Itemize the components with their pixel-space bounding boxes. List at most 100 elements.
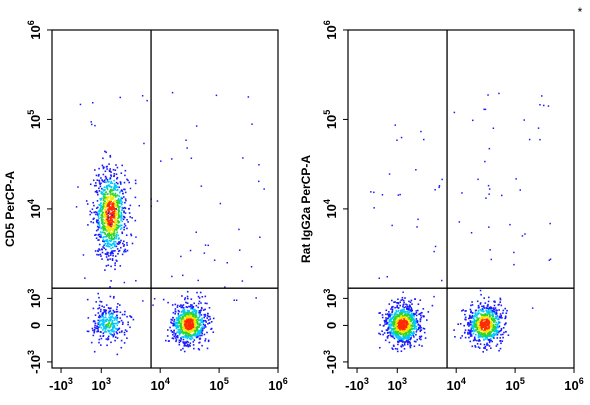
event-point xyxy=(114,216,117,219)
event-point xyxy=(215,94,218,97)
event-point xyxy=(182,327,185,329)
event-point xyxy=(433,250,435,253)
event-point xyxy=(102,237,104,239)
event-point xyxy=(404,322,406,324)
event-point xyxy=(103,205,106,207)
event-point xyxy=(114,322,116,325)
event-point xyxy=(235,299,238,301)
event-point xyxy=(126,227,128,230)
event-point xyxy=(400,331,403,333)
event-point xyxy=(104,240,106,242)
event-point xyxy=(470,304,472,307)
event-point xyxy=(491,335,493,338)
event-point xyxy=(402,338,404,340)
event-point xyxy=(102,312,104,314)
event-point xyxy=(108,237,111,240)
event-point xyxy=(479,343,482,345)
event-point xyxy=(400,299,402,301)
event-point xyxy=(381,314,384,316)
event-point xyxy=(413,332,415,334)
event-point xyxy=(496,333,499,336)
event-point xyxy=(124,207,127,210)
event-point xyxy=(504,307,506,310)
event-point xyxy=(122,207,124,209)
event-point xyxy=(103,203,105,205)
event-point xyxy=(495,316,498,319)
event-point xyxy=(407,341,409,344)
event-point xyxy=(396,319,398,322)
event-point xyxy=(101,214,103,216)
event-point xyxy=(178,331,181,333)
event-point xyxy=(100,236,102,239)
event-point xyxy=(109,326,111,328)
event-point xyxy=(105,309,108,312)
event-point xyxy=(201,326,203,329)
event-point xyxy=(183,350,186,353)
event-point xyxy=(411,328,413,330)
event-point xyxy=(120,213,123,216)
event-point xyxy=(481,328,483,331)
event-point xyxy=(112,254,114,257)
event-point xyxy=(498,303,500,306)
event-point xyxy=(123,210,125,212)
event-point xyxy=(112,189,115,191)
event-point xyxy=(107,329,110,332)
event-point xyxy=(408,300,410,303)
event-point xyxy=(108,232,110,234)
event-point xyxy=(121,217,123,220)
event-point xyxy=(89,213,91,216)
event-point xyxy=(103,236,105,238)
event-point xyxy=(110,180,112,183)
event-point xyxy=(400,328,403,330)
event-point xyxy=(415,318,418,320)
y-tick-label: 0 xyxy=(28,322,43,329)
event-point xyxy=(109,208,112,210)
event-point xyxy=(100,344,102,346)
event-point xyxy=(389,332,392,334)
event-point xyxy=(118,242,121,245)
event-point xyxy=(172,337,175,340)
event-point xyxy=(481,327,483,329)
event-point xyxy=(200,185,203,187)
event-point xyxy=(198,313,201,316)
event-point xyxy=(393,337,396,340)
event-point xyxy=(396,335,398,338)
event-point xyxy=(196,322,199,324)
event-point xyxy=(116,242,119,245)
event-point xyxy=(410,299,413,302)
event-point xyxy=(392,332,395,335)
event-point xyxy=(101,208,104,211)
event-point xyxy=(491,317,493,319)
event-point xyxy=(469,332,471,334)
event-point xyxy=(134,179,137,182)
event-point xyxy=(123,188,125,191)
event-point xyxy=(406,327,409,330)
event-point xyxy=(413,336,415,338)
event-point xyxy=(103,179,106,181)
event-point xyxy=(531,307,534,309)
event-point xyxy=(75,206,78,208)
event-point xyxy=(114,226,116,228)
event-point xyxy=(203,313,205,316)
event-point xyxy=(186,147,188,149)
event-point xyxy=(489,321,492,323)
event-point xyxy=(118,200,120,203)
event-point xyxy=(90,211,93,214)
event-point xyxy=(477,304,480,307)
event-point xyxy=(187,324,190,326)
event-point xyxy=(408,336,410,339)
event-point xyxy=(486,327,488,330)
event-point xyxy=(484,321,486,324)
event-point xyxy=(492,310,494,313)
event-point xyxy=(101,231,103,234)
event-point xyxy=(124,188,126,191)
event-point xyxy=(417,309,419,312)
event-point xyxy=(100,323,103,325)
event-point xyxy=(489,315,492,318)
event-point xyxy=(476,322,479,325)
event-point xyxy=(117,321,119,323)
event-point xyxy=(201,318,203,321)
event-point xyxy=(98,307,101,309)
event-point xyxy=(426,319,428,321)
